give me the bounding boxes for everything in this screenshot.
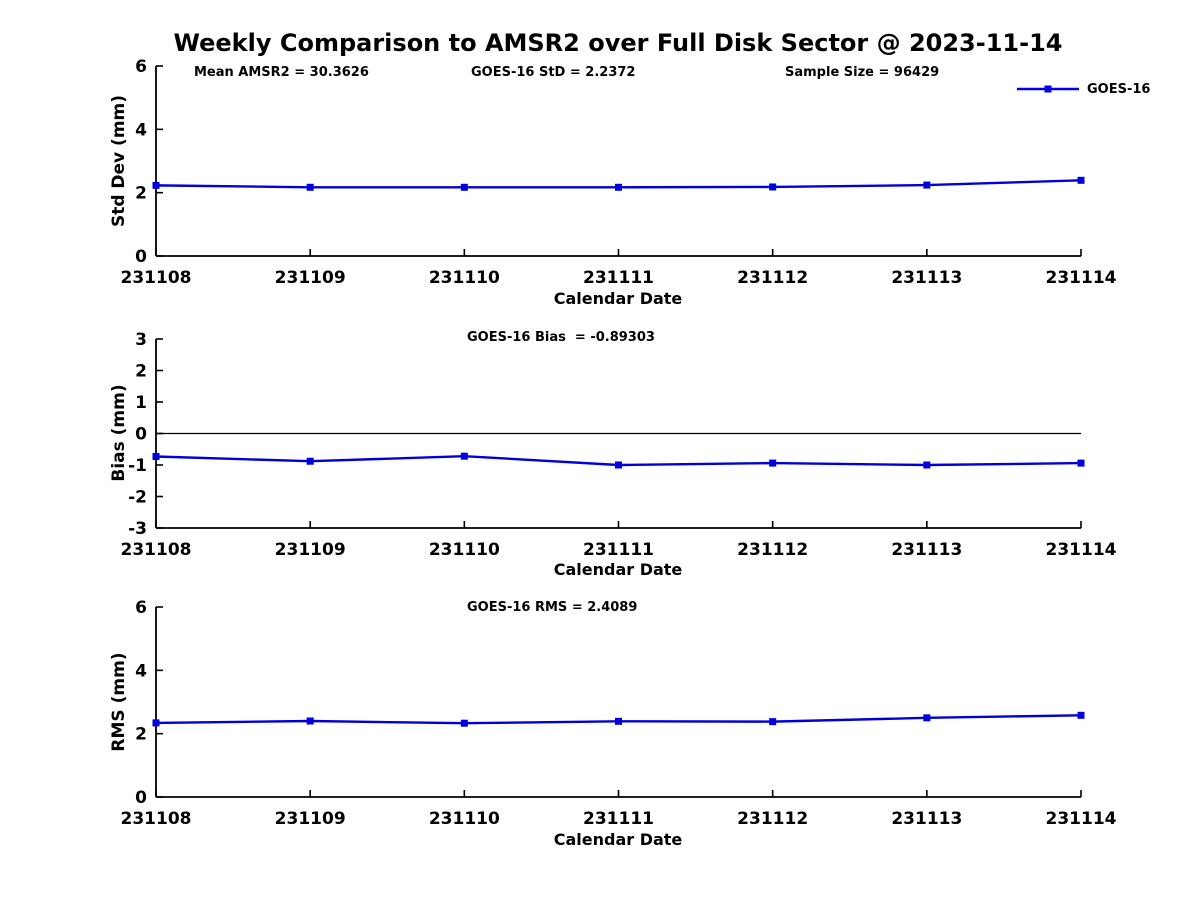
rms-plot: 0 2 4 6 231108 231109 231110 231111 231112 231113… [121,598,1117,829]
x-tick-label: 231111 [583,809,654,829]
goes-16-marker [460,719,468,727]
x-tick-label: 231109 [275,540,346,560]
annotation-sample-size: Sample Size = 96429 [785,65,940,80]
x-tick-label: 231109 [275,268,346,288]
goes-16-marker [1077,176,1085,184]
x-tick-label: 231112 [737,540,808,560]
y-tick-label: 2 [135,725,147,745]
x-tick-label: 231110 [429,809,500,829]
y-tick-label: 1 [135,393,147,413]
y-tick-label: 6 [135,598,147,618]
goes-16-marker [306,183,314,191]
x-tick-label: 231113 [891,540,962,560]
x-tick-label: 231110 [429,540,500,560]
goes-16-marker [615,717,622,725]
x-tick-label: 231108 [121,540,192,560]
goes-16-marker [306,717,314,725]
y-tick-label: 2 [135,184,147,204]
goes-16-marker [769,718,777,726]
bias-plot: -3 -2 -1 0 1 2 3 231108 231109 231110 231111 231112… [121,330,1117,560]
goes-16-marker [769,183,777,191]
goes-16-marker [152,452,160,460]
legend-label: GOES-16 [1087,81,1151,97]
y-tick-label: -2 [128,488,147,508]
x-tick-label: 231114 [1046,540,1117,560]
x-tick-label: 231113 [891,268,962,288]
y-tick-label: -3 [128,519,147,539]
goes-16-marker [615,461,622,469]
ylabel-bias: Bias (mm) [109,384,129,482]
annotation-goes16-std: GOES-16 StD = 2.2372 [471,65,636,80]
x-tick-label: 231109 [275,809,346,829]
goes-16-marker [1077,459,1085,467]
std-dev-plot: 0 2 4 6 231108 231109 231110 231111 231112 231113… [121,57,1117,288]
goes-16-marker [769,459,777,467]
goes-16-marker [615,183,622,191]
y-tick-label: 3 [135,330,147,350]
y-tick-label: 2 [135,362,147,382]
y-tick-label: 4 [135,120,147,140]
ylabel-rms: RMS (mm) [109,652,129,752]
annotation-goes16-rms: GOES-16 RMS = 2.4089 [467,600,638,615]
y-tick-label: 6 [135,57,147,77]
xlabel-calendar-date-1: Calendar Date [553,289,683,308]
xlabel-calendar-date-3: Calendar Date [553,830,683,849]
annotation-mean-amsr2: Mean AMSR2 = 30.3626 [194,65,369,80]
annotation-goes16-bias: GOES-16 Bias = -0.89303 [467,330,655,345]
goes-16-marker [923,714,931,722]
goes-16-marker [152,181,160,189]
legend: GOES-16 [1015,80,1150,98]
x-tick-label: 231112 [737,809,808,829]
goes-16-marker [306,457,314,465]
x-tick-label: 231110 [429,268,500,288]
x-tick-label: 231113 [891,809,962,829]
legend-line-icon [1017,85,1079,93]
ylabel-std-dev: Std Dev (mm) [109,94,129,228]
goes-16-marker [923,461,931,469]
x-tick-label: 231108 [121,809,192,829]
goes-16-marker [152,719,160,727]
x-tick-label: 231112 [737,268,808,288]
y-tick-label: 0 [135,425,147,445]
goes-16-marker [923,181,931,189]
y-tick-label: -1 [128,456,147,476]
x-tick-label: 231111 [583,540,654,560]
y-tick-label: 0 [135,247,147,267]
goes-16-marker [460,183,468,191]
y-tick-label: 0 [135,788,147,808]
x-tick-label: 231111 [583,268,654,288]
y-tick-label: 4 [135,661,147,681]
figure-title: Weekly Comparison to AMSR2 over Full Dis… [173,29,1063,57]
xlabel-calendar-date-2: Calendar Date [553,560,683,579]
x-tick-label: 231108 [121,268,192,288]
goes-16-marker [460,452,468,460]
x-tick-label: 231114 [1046,809,1117,829]
x-tick-label: 231114 [1046,268,1117,288]
goes-16-marker [1077,711,1085,719]
